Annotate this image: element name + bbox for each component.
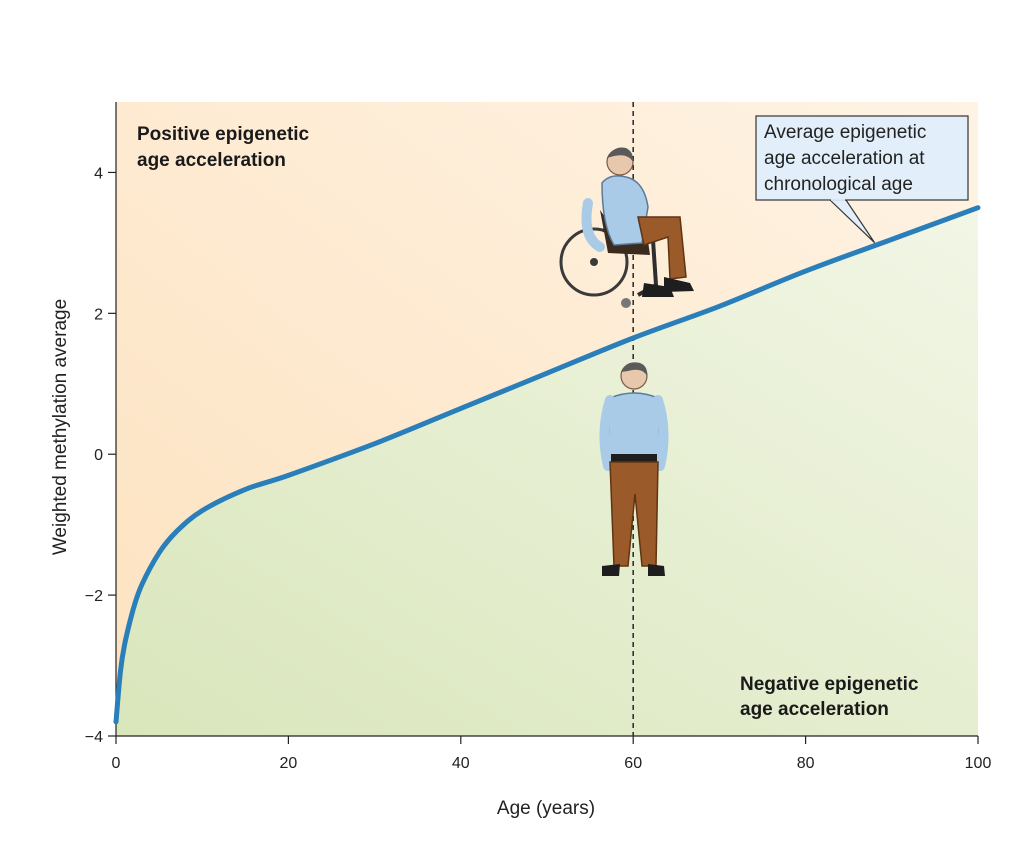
callout-line-2: age acceleration at [764,148,925,169]
negative-region-label-line-2: age acceleration [740,699,889,720]
positive-region-label-line-2: age acceleration [137,150,286,171]
x-tick-label: 60 [624,755,642,772]
average-acceleration-curve [113,205,981,725]
x-axis-title: Age (years) [497,798,595,819]
standing-person-illustration [599,362,669,576]
callout-box [755,115,969,201]
x-tick-label: 40 [452,755,470,772]
positive-region-label-line-1: Positive epigenetic [137,124,310,145]
callout-box-gap [831,199,845,201]
y-ticks: −4 −2 0 2 4 [85,165,116,746]
x-tick-label: 20 [280,755,298,772]
y-axis-title: Weighted methylation average [50,299,71,555]
wheelchair-person-illustration [559,147,694,308]
background-regions [116,102,978,736]
y-tick-label: −4 [85,729,103,746]
x-tick-label: 80 [797,755,815,772]
x-tick-label: 100 [965,755,992,772]
callout-line-1: Average epigenetic [764,122,926,143]
negative-region-label-line-1: Negative epigenetic [740,674,919,695]
x-ticks: 0 20 40 60 80 100 [112,736,992,772]
wheel-icon [559,227,629,297]
y-tick-label: 4 [94,165,103,182]
callout-line-3: chronological age [764,174,913,195]
axes: 0 20 40 60 80 100 −4 −2 0 2 4 [85,102,992,772]
y-tick-label: 2 [94,306,103,323]
y-tick-label: 0 [94,447,103,464]
callout: Average epigenetic age acceleration at c… [755,115,969,244]
y-tick-label: −2 [85,588,103,605]
negative-acceleration-region [116,207,978,736]
x-tick-label: 0 [112,755,121,772]
